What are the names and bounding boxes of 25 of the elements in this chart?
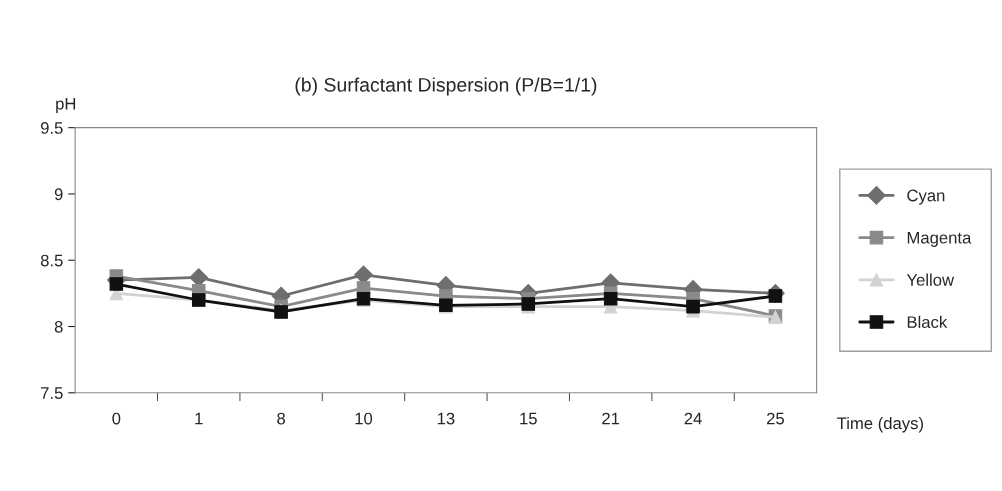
x-tick-label: 1 — [195, 412, 203, 425]
legend-label: Yellow — [906, 273, 955, 286]
point — [109, 277, 124, 291]
x-axis-title: Time (days) — [837, 416, 923, 433]
x-tick-label: 10 — [355, 412, 373, 425]
y-tick-label: 9 — [54, 188, 63, 201]
y-tick-label: 8.5 — [40, 254, 63, 267]
x-tick-label: 21 — [602, 412, 620, 425]
y-axis-title: pH — [56, 98, 76, 113]
y-tick-label: 9.5 — [40, 122, 63, 134]
x-tick-label: 8 — [277, 412, 286, 425]
legend-label: Magenta — [907, 231, 972, 247]
x-tick-label: 24 — [684, 412, 702, 425]
x-tick-label: 13 — [437, 412, 455, 425]
x-tick-label: 15 — [520, 412, 537, 425]
chart-title: (b) Surfactant Dispersion (P/B=1/1) — [295, 77, 597, 96]
legend-label: Black — [907, 315, 948, 329]
point — [603, 291, 618, 306]
y-tick-label: 7.5 — [41, 387, 63, 399]
point — [189, 268, 209, 287]
legend-label: Cyan — [907, 189, 945, 205]
y-tick-label: 8 — [54, 320, 63, 333]
x-tick-label: 0 — [112, 412, 121, 425]
x-tick-label: 25 — [767, 412, 785, 425]
point — [686, 299, 700, 314]
